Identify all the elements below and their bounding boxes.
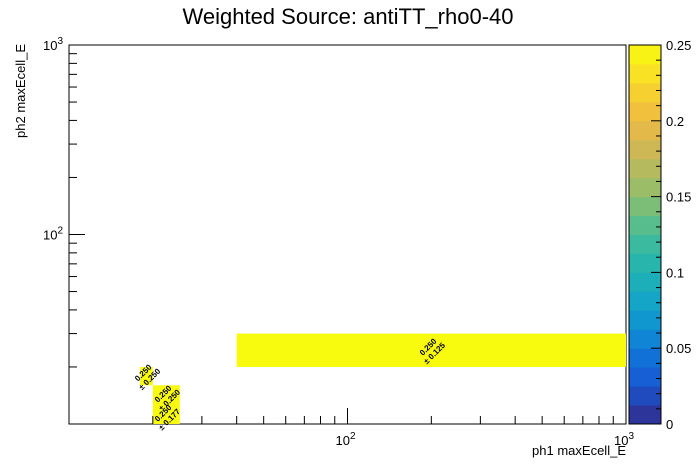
colorbar-band [629, 348, 661, 368]
heatmap-cell [152, 408, 180, 424]
colorbar-band [629, 45, 661, 65]
colorbar-band [629, 234, 661, 254]
y-axis-title: ph2 maxEcell_E [13, 44, 28, 138]
heatmap-cell [236, 333, 626, 367]
chart-title: Weighted Source: antiTT_rho0-40 [183, 4, 514, 29]
colorbar-frame [628, 44, 662, 425]
colorbar-tick-label: 0 [666, 417, 673, 432]
y-tick-label: 103 [43, 36, 63, 53]
colorbar-band [629, 101, 661, 122]
colorbar-tick-label: 0.1 [666, 265, 684, 280]
x-tick-label: 102 [335, 431, 355, 448]
colorbar-band [629, 253, 661, 273]
colorbar-band [629, 63, 661, 84]
colorbar-band [629, 215, 661, 235]
colorbar-band [629, 120, 661, 141]
colorbar-band [629, 310, 661, 330]
colorbar-tick-label: 0.05 [666, 341, 691, 356]
colorbar-band [629, 367, 661, 387]
colorbar-band [629, 158, 661, 179]
colorbar-band [629, 291, 661, 311]
y-axis: 102 103 [43, 36, 85, 425]
x-axis: 102 103 [68, 408, 634, 448]
heatmap-cell [140, 366, 153, 386]
heatmap-cell [152, 385, 180, 409]
colorbar-band [629, 272, 661, 292]
colorbar-band [629, 329, 661, 349]
y-tick-label: 102 [43, 226, 63, 243]
colorbar-band [629, 196, 661, 217]
colorbar: 0 0.05 0.1 0.15 0.2 0.25 [628, 38, 691, 432]
colorbar-band [629, 82, 661, 103]
colorbar-band [629, 177, 661, 198]
x-axis-title: ph1 maxEcell_E [532, 443, 626, 458]
colorbar-tick-label: 0.2 [666, 114, 684, 129]
colorbar-band [629, 405, 661, 425]
colorbar-band [629, 139, 661, 160]
x-tick-label: 103 [614, 431, 634, 448]
colorbar-tick-label: 0.25 [666, 38, 691, 53]
colorbar-band [629, 386, 661, 406]
colorbar-tick-label: 0.15 [666, 190, 691, 205]
